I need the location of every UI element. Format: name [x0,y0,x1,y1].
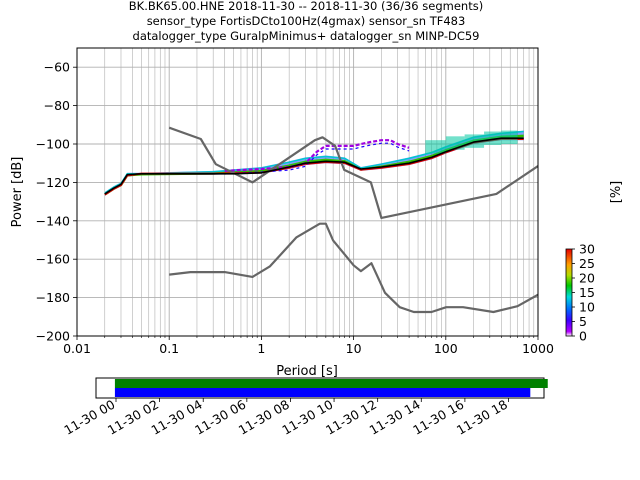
ppsd-density-block [464,134,485,148]
y-tick-label: −140 [36,213,70,228]
y-axis-label: Power [dB] [10,157,25,228]
colorbar-tick-label: 0 [579,329,587,344]
timeline-bar [114,388,531,397]
colorbar-tick-label: 20 [579,271,595,286]
colorbar-label: [%] [609,181,624,204]
timeline-bar [114,379,548,388]
ppsd-outlier-trace [224,142,410,175]
series-model-upper [168,126,538,219]
timeline-bars [114,379,548,397]
colorbar-tick-label: 30 [579,242,595,257]
colorbar-tick-label: 5 [579,314,587,329]
y-tick-label: −120 [36,175,70,190]
colorbar-tick-label: 10 [579,300,595,315]
x-tick-label: 1 [257,341,265,356]
plot-frame [76,47,539,337]
ppsd-density-block [484,131,502,145]
axis-ticks: 0.01 0.1 1 10 100 1000 −200 −180 −160 −140 −120 −10… [36,60,554,356]
colorbar [565,248,573,337]
y-tick-label: −100 [36,137,70,152]
y-tick-label: −160 [36,252,70,267]
y-tick-label: −60 [44,60,70,75]
colorbar-tick-label: 15 [579,285,595,300]
x-axis-label: Period [s] [276,364,338,379]
plot-grid [76,48,538,337]
chart-title-line-1: BK.BK65.00.HNE 2018-11-30 -- 2018-11-30 … [129,0,483,13]
plot-series [104,126,538,314]
y-tick-label: −80 [44,98,70,113]
x-tick-label: 0.1 [159,341,179,356]
y-tick-label: −180 [36,290,70,305]
x-tick-label: 0.01 [63,341,91,356]
x-tick-label: 10 [346,341,362,356]
x-tick-label: 100 [434,341,458,356]
ppsd-density-block [501,130,518,144]
colorbar-tick-label: 25 [579,256,595,271]
ppsd-density-block [425,140,446,154]
series-mode [104,137,524,195]
x-tick-label: 1000 [522,341,554,356]
chart-title-line-3: datalogger_type GuralpMinimus+ datalogge… [133,29,480,43]
chart-title-line-2: sensor_type FortisDCto100Hz(4gmax) senso… [147,14,466,28]
ppsd-outlier-trace [224,139,410,172]
series-model-lower [169,222,538,314]
y-tick-label: −200 [36,329,70,344]
